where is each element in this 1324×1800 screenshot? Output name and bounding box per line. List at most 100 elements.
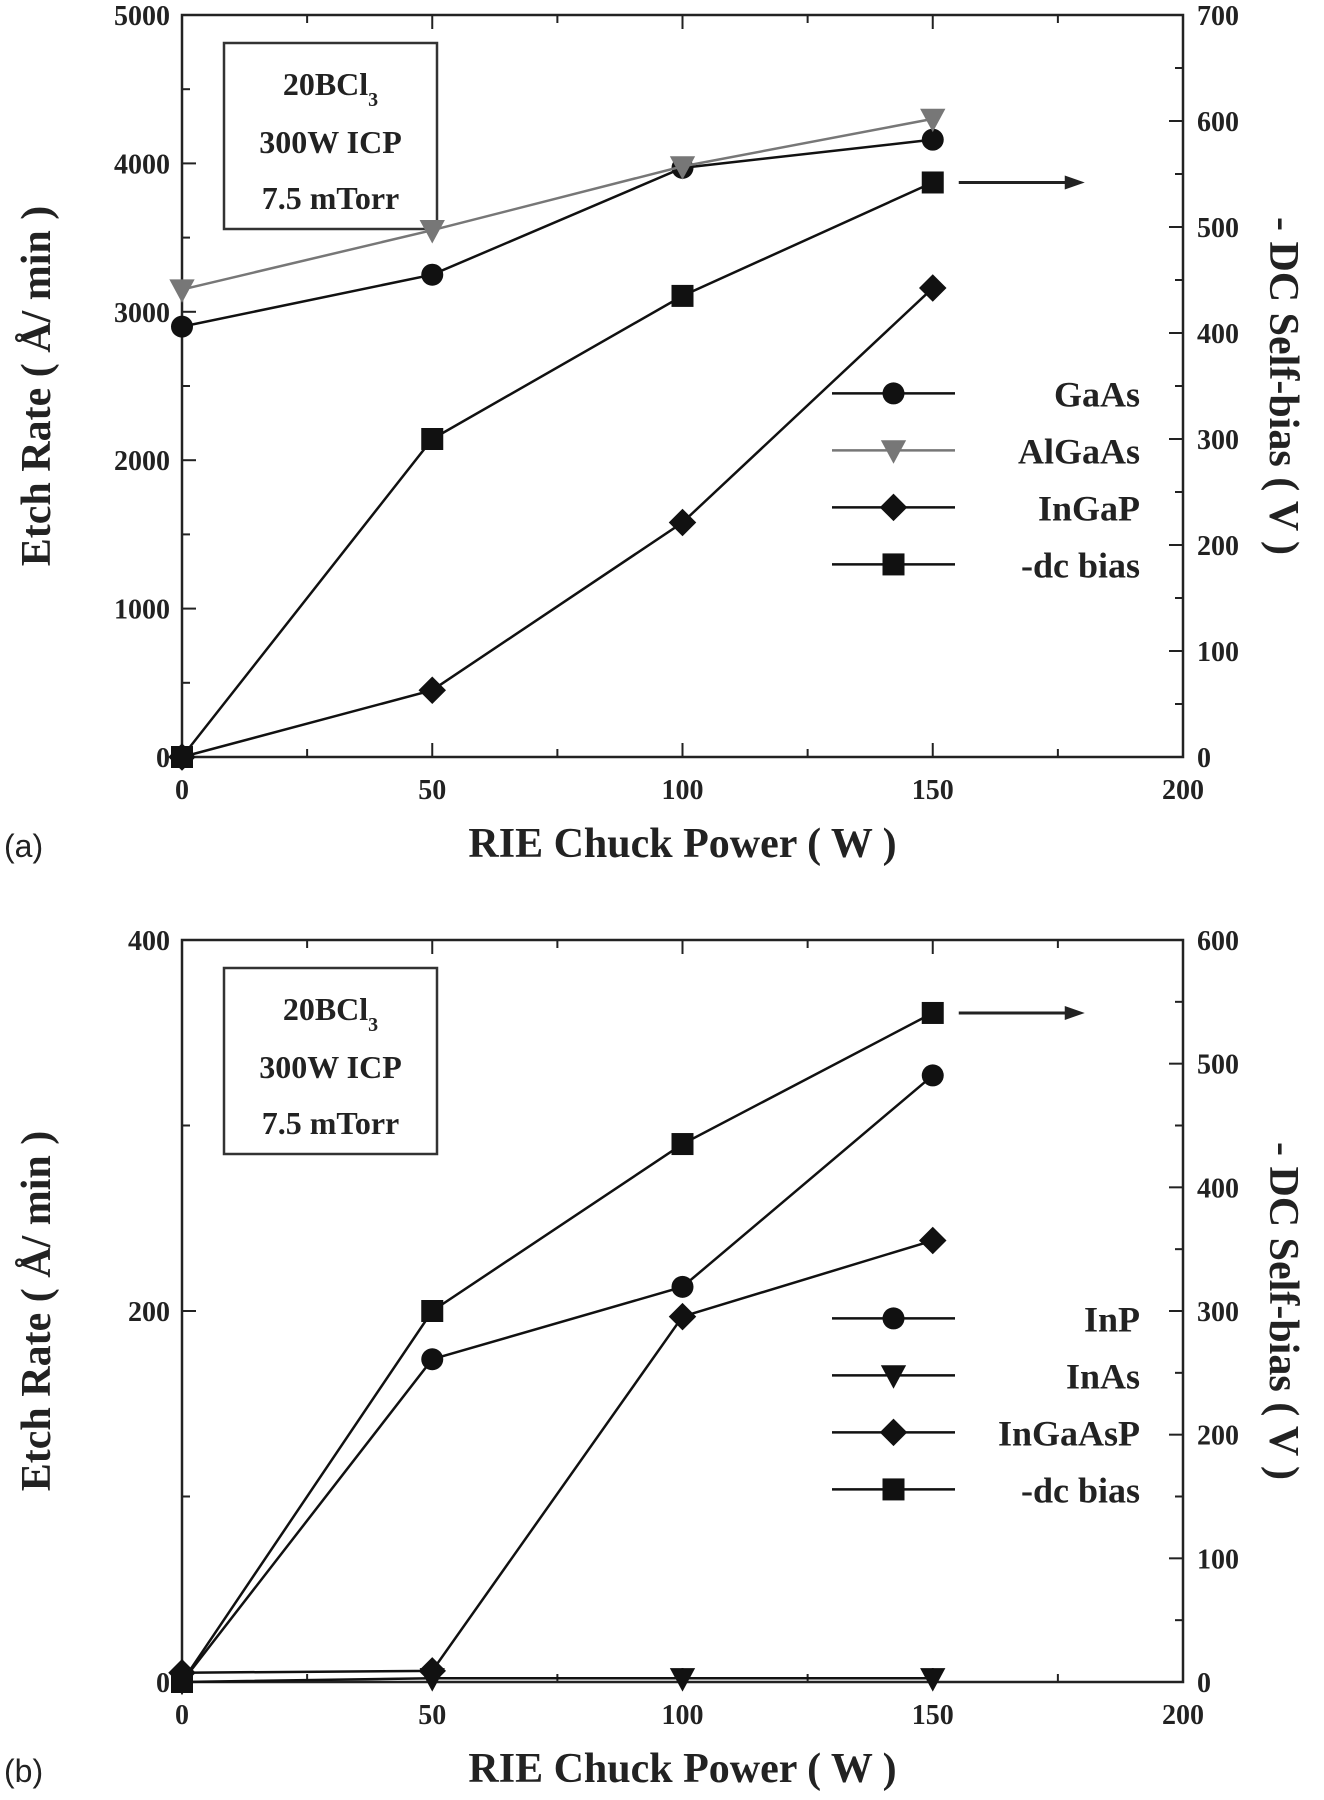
series-inp	[171, 1064, 944, 1693]
condition-gas-subscript: 3	[368, 89, 378, 111]
data-point	[169, 279, 195, 303]
right-axis-arrowhead	[1064, 175, 1085, 190]
condition-gas-subscript: 3	[368, 1014, 378, 1036]
y2-axis-title: - DC Self-bias ( V )	[1260, 1142, 1306, 1480]
y-tick-label: 0	[156, 1668, 170, 1699]
y-tick-label: 4000	[114, 149, 170, 180]
data-point	[421, 1348, 444, 1371]
condition-pressure: 7.5 mTorr	[262, 1105, 399, 1141]
data-point	[668, 1302, 697, 1331]
legend-label: GaAs	[1054, 374, 1140, 414]
data-point	[669, 1668, 696, 1692]
y2-tick-label: 500	[1197, 1050, 1239, 1081]
y-tick-label: 1000	[114, 595, 170, 626]
y-tick-label: 0	[156, 743, 170, 774]
panel-a-chart: 0 50 100 150 2000100020003000400050000100200…	[4, 1, 1306, 867]
legend-item: AlGaAs	[832, 431, 1140, 471]
data-point	[668, 508, 697, 537]
legend-item: InGaP	[832, 488, 1140, 528]
legend-marker	[880, 1365, 907, 1389]
data-point	[669, 156, 696, 180]
x-tick-label: 50	[418, 775, 446, 806]
condition-icp: 300W ICP	[259, 124, 402, 160]
y2-tick-label: 700	[1197, 1, 1239, 32]
legend-item: GaAs	[832, 374, 1140, 414]
y2-tick-label: 200	[1197, 531, 1239, 562]
panel-b-chart: 0 50 100 150 20002004000100200300400500600RI…	[4, 926, 1306, 1792]
x-tick-label: 50	[418, 1700, 446, 1731]
data-point	[920, 1668, 946, 1692]
data-point	[419, 220, 445, 244]
legend-marker	[879, 493, 908, 522]
data-point	[671, 284, 694, 307]
series-line	[181, 138, 933, 328]
y2-tick-label: 200	[1197, 1421, 1239, 1452]
panel-label: (a)	[4, 828, 43, 864]
legend-marker	[882, 553, 905, 576]
legend-label: InAs	[1066, 1356, 1140, 1396]
y-tick-label: 5000	[114, 1, 170, 32]
y2-tick-label: 300	[1197, 1297, 1239, 1328]
legend: GaAs AlGaAs InGaP -dc bias	[832, 374, 1140, 585]
series-ingaasp	[168, 1226, 947, 1687]
legend-marker	[880, 440, 907, 464]
y2-tick-label: 0	[1197, 1668, 1211, 1699]
series-line	[181, 181, 934, 758]
legend: InP InAs InGaAsP -dc bias	[832, 1299, 1140, 1510]
data-point	[671, 1275, 694, 1298]
series-line	[180, 1011, 934, 1683]
y2-tick-label: 400	[1197, 319, 1239, 350]
x-axis-title: RIE Chuck Power ( W )	[468, 1746, 896, 1792]
data-point	[171, 1671, 193, 1693]
y2-axis-title: - DC Self-bias ( V )	[1260, 217, 1306, 555]
x-tick-label: 150	[912, 1700, 954, 1731]
y2-tick-label: 600	[1197, 926, 1239, 957]
y-tick-label: 2000	[114, 446, 170, 477]
x-tick-label: 100	[662, 1700, 704, 1731]
y2-tick-label: 500	[1197, 213, 1239, 244]
data-point	[671, 1133, 694, 1156]
data-point	[920, 108, 946, 133]
data-point	[421, 428, 444, 450]
x-tick-label: 200	[1162, 775, 1204, 806]
legend-label: AlGaAs	[1018, 431, 1140, 471]
x-tick-label: 150	[912, 775, 954, 806]
right-axis-arrowhead	[1064, 1005, 1085, 1020]
legend-item: InAs	[832, 1356, 1140, 1396]
legend-label: InP	[1084, 1299, 1140, 1339]
legend-marker	[882, 1307, 905, 1330]
y-tick-label: 200	[128, 1297, 170, 1328]
data-point	[919, 274, 947, 302]
legend-item: InGaAsP	[832, 1413, 1140, 1453]
data-point	[418, 1657, 446, 1685]
series-algaas	[169, 108, 946, 303]
legend-label: -dc bias	[1021, 545, 1140, 585]
legend-marker	[882, 1478, 905, 1501]
y2-tick-label: 100	[1197, 1544, 1239, 1575]
y-axis-title: Etch Rate ( Å/ min )	[14, 206, 60, 566]
legend-marker	[882, 382, 905, 405]
legend-label: -dc bias	[1021, 1470, 1140, 1510]
series-dc-bias	[171, 1001, 1085, 1693]
legend-label: InGaAsP	[998, 1413, 1140, 1453]
condition-pressure: 7.5 mTorr	[262, 180, 399, 216]
y2-tick-label: 400	[1197, 1173, 1239, 1204]
data-point	[919, 1226, 947, 1255]
series-line	[181, 287, 934, 759]
data-point	[171, 746, 193, 768]
x-tick-label: 0	[175, 1700, 189, 1731]
data-point	[421, 1300, 444, 1322]
x-axis-title: RIE Chuck Power ( W )	[468, 821, 896, 867]
y-tick-label: 400	[128, 926, 170, 957]
panel-label: (b)	[4, 1753, 43, 1789]
series-dc-bias	[171, 171, 1085, 768]
series-ingap	[168, 274, 947, 771]
data-point	[171, 315, 193, 338]
y2-tick-label: 0	[1197, 743, 1211, 774]
condition-box-frame	[222, 41, 439, 231]
legend-item: -dc bias	[832, 1470, 1140, 1510]
series-line	[181, 1074, 934, 1683]
data-point	[921, 1064, 944, 1087]
